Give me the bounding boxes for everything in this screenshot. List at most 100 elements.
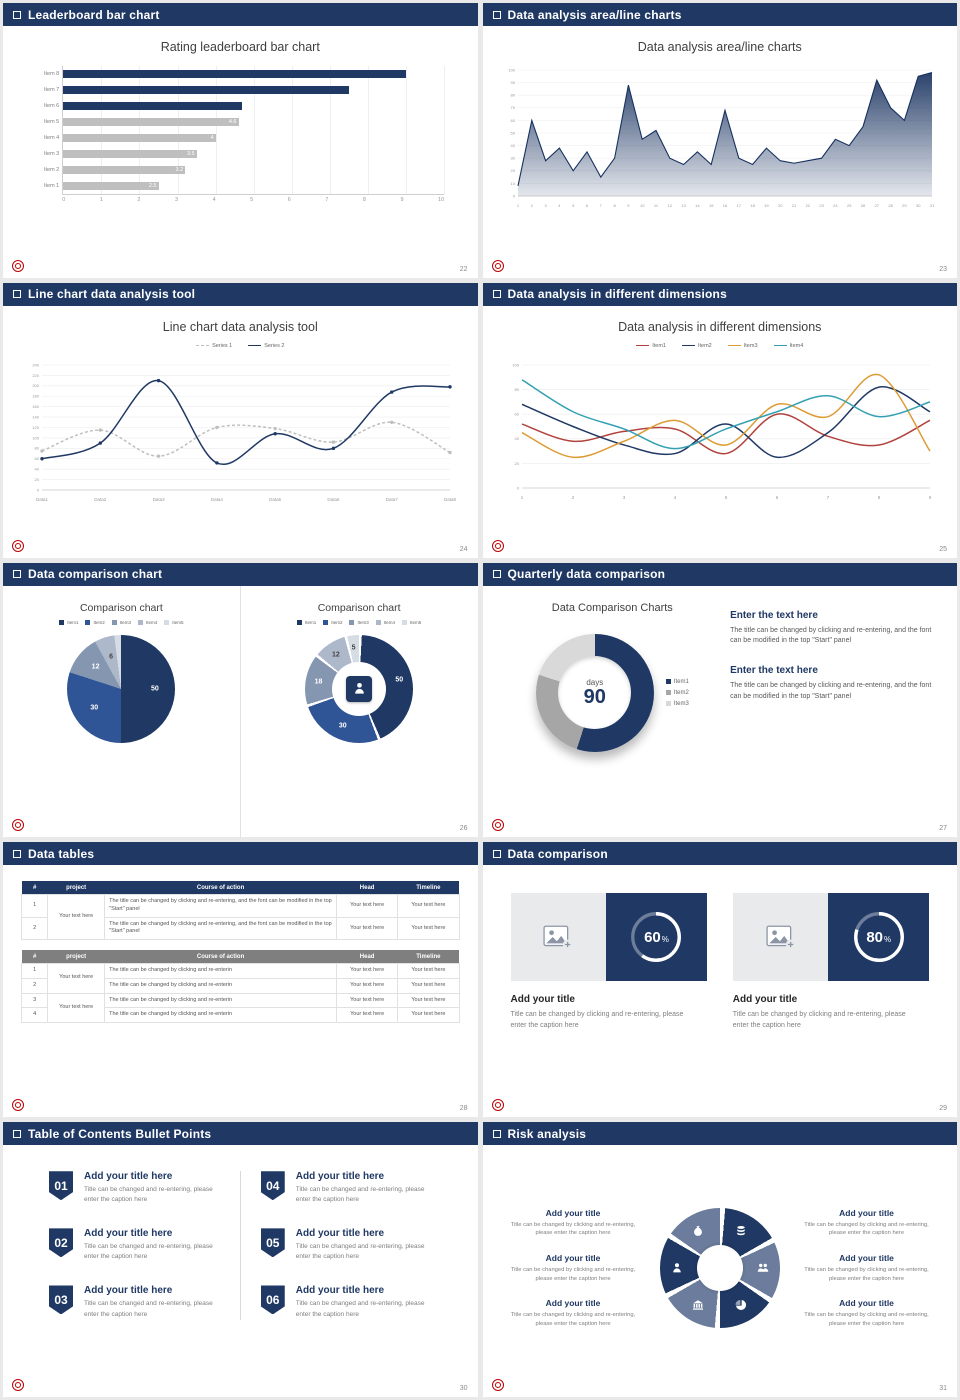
- tick-label: 220: [33, 373, 40, 378]
- slide-title: Data analysis area/line charts: [507, 7, 682, 22]
- legend-item: Item1: [665, 679, 689, 685]
- toc-column-left: 01 Add your title here Title can be chan…: [29, 1171, 240, 1319]
- x-tick-label: 1: [99, 197, 103, 203]
- table-header-cell: #: [21, 881, 48, 895]
- tick-label: 5: [724, 495, 727, 500]
- slide-data-tables[interactable]: Data tables # project Course of action H…: [3, 842, 478, 1118]
- slide-leaderboard-bar-chart[interactable]: Leaderboard bar chart Rating leaderboard…: [3, 3, 478, 278]
- slide-title: Risk analysis: [507, 1126, 587, 1141]
- tick-label: 90: [510, 80, 515, 85]
- slide-title-bar: Leaderboard bar chart: [3, 3, 478, 26]
- series-line: [41, 421, 451, 457]
- series-line: [42, 379, 451, 465]
- coins-icon: [737, 1225, 746, 1235]
- page-number: 30: [459, 1384, 468, 1392]
- tick-label: 24: [833, 203, 838, 208]
- slide-data-comparison-chart[interactable]: Data comparison chart Comparison chart I…: [3, 562, 478, 838]
- risk-text-block: Add your title Title can be changed by c…: [495, 1208, 652, 1238]
- pie-value-label: 50: [150, 685, 159, 693]
- table-cell: 2: [20, 977, 49, 994]
- legend-marker: [681, 345, 695, 347]
- table-header-cell: #: [21, 950, 48, 964]
- legend-marker: [111, 619, 117, 625]
- image-placeholder: [732, 893, 829, 982]
- tick-label: 23: [819, 203, 824, 208]
- risk-text-block: Add your title Title can be changed by c…: [788, 1253, 945, 1283]
- legend-marker: [85, 619, 91, 625]
- grid-line: [329, 66, 331, 194]
- text-panel: Enter the text here The title can be cha…: [730, 594, 943, 838]
- legend-marker: [665, 690, 671, 696]
- slide-body: Data analysis area/line charts 0 10 20 30 40…: [483, 26, 958, 278]
- slide-data-comparison-cards[interactable]: Data comparison: [482, 842, 957, 1118]
- risk-block-title: Add your title: [839, 1252, 894, 1263]
- tick-label: 17: [736, 203, 741, 208]
- toc-number-badge: 05: [260, 1228, 285, 1258]
- flower-icon-wrap: [692, 1299, 705, 1312]
- tick-label: 60: [510, 118, 515, 123]
- slide-dimensions[interactable]: Data analysis in different dimensions Da…: [482, 282, 957, 558]
- tick-label: 80: [514, 387, 519, 392]
- legend-item: Item4: [773, 343, 803, 349]
- legend-item: Item5: [164, 619, 184, 625]
- bullet-square-icon: [13, 849, 21, 858]
- pie-value-label: 6: [109, 653, 113, 661]
- progress-ring: [853, 912, 904, 963]
- brand-logo: [12, 1378, 24, 1391]
- bar-row: [63, 98, 444, 114]
- slide-toc-bullets[interactable]: Table of Contents Bullet Points 01 Add y…: [3, 1122, 478, 1397]
- pie-value-label: 18: [314, 678, 323, 686]
- risk-block-title: Add your title: [839, 1207, 894, 1218]
- slide-line-chart-tool[interactable]: Line chart data analysis tool Line chart…: [3, 282, 478, 558]
- tick-label: Data5: [269, 497, 282, 502]
- card-media-row: 80 %: [732, 893, 929, 982]
- chart-title: Data analysis area/line charts: [637, 40, 802, 54]
- x-tick-label: 3: [174, 197, 179, 203]
- donut-center-icon-wrap: [305, 635, 413, 743]
- table-cell: 2: [20, 916, 49, 941]
- risk-block-title: Add your title: [545, 1207, 601, 1218]
- risk-block-caption: Title can be changed by clicking and re-…: [510, 1312, 636, 1327]
- table-row: 4 The title can be changed by clicking a…: [20, 1007, 460, 1023]
- tick-label: 20: [514, 461, 519, 466]
- table-cell: The title can be changed by clicking and…: [104, 916, 337, 941]
- card-caption: Title can be changed by clicking and re-…: [510, 1011, 684, 1030]
- person-badge: [346, 675, 373, 702]
- toc-item-title: Add your title here: [84, 1228, 173, 1240]
- table-row: 1 Your text here The title can be change…: [20, 894, 460, 941]
- brand-logo: [491, 1099, 504, 1112]
- grid-line: [177, 66, 179, 194]
- tick-label: 80: [510, 93, 515, 98]
- legend-label: Item1: [304, 619, 317, 625]
- risk-text-block: Add your title Title can be changed by c…: [495, 1298, 652, 1328]
- bullet-square-icon: [13, 570, 21, 579]
- table-cell: Your text here: [335, 916, 399, 941]
- tick-label: 21: [792, 203, 797, 208]
- table-cell: Your text here: [397, 916, 460, 941]
- brand-logo: [12, 1099, 24, 1112]
- tick-label: 40: [514, 436, 519, 441]
- slide-quarterly-comparison[interactable]: Quarterly data comparison Data Compariso…: [482, 562, 957, 838]
- risk-block-title: Add your title: [545, 1298, 601, 1309]
- pie-value-label: 30: [338, 722, 347, 730]
- slide-area-line-charts[interactable]: Data analysis area/line charts Data anal…: [482, 3, 958, 278]
- toc-number-badge: 06: [260, 1285, 285, 1315]
- slide-title: Data comparison: [507, 846, 608, 861]
- comparison-chart-right: Comparison chart Item1 Item2 Item3 Item4 Ite…: [239, 585, 478, 838]
- table-row: 2 The title can be changed by clicking a…: [20, 916, 460, 941]
- tick-label: 12: [667, 203, 672, 208]
- table-header-row: # project Course of action Head Timeline: [21, 950, 459, 964]
- progress-panel: 80 %: [828, 893, 929, 982]
- slide-title-bar: Table of Contents Bullet Points: [3, 1122, 478, 1146]
- tick-label: 140: [33, 414, 40, 419]
- tick-label: 15: [709, 203, 714, 208]
- tick-label: 31: [930, 203, 935, 208]
- risk-block-caption: Title can be changed by clicking and re-…: [804, 1221, 929, 1237]
- data-point: [390, 390, 394, 394]
- chart-title: Rating leaderboard bar chart: [160, 40, 320, 54]
- progress-value: 60 %: [644, 929, 669, 946]
- comparison-card: 80 % Add your title Title can be changed…: [732, 893, 929, 1032]
- slide-risk-analysis[interactable]: Risk analysis Add your title Title can b…: [482, 1122, 957, 1397]
- bar: [63, 86, 349, 94]
- grid-line: [101, 66, 103, 194]
